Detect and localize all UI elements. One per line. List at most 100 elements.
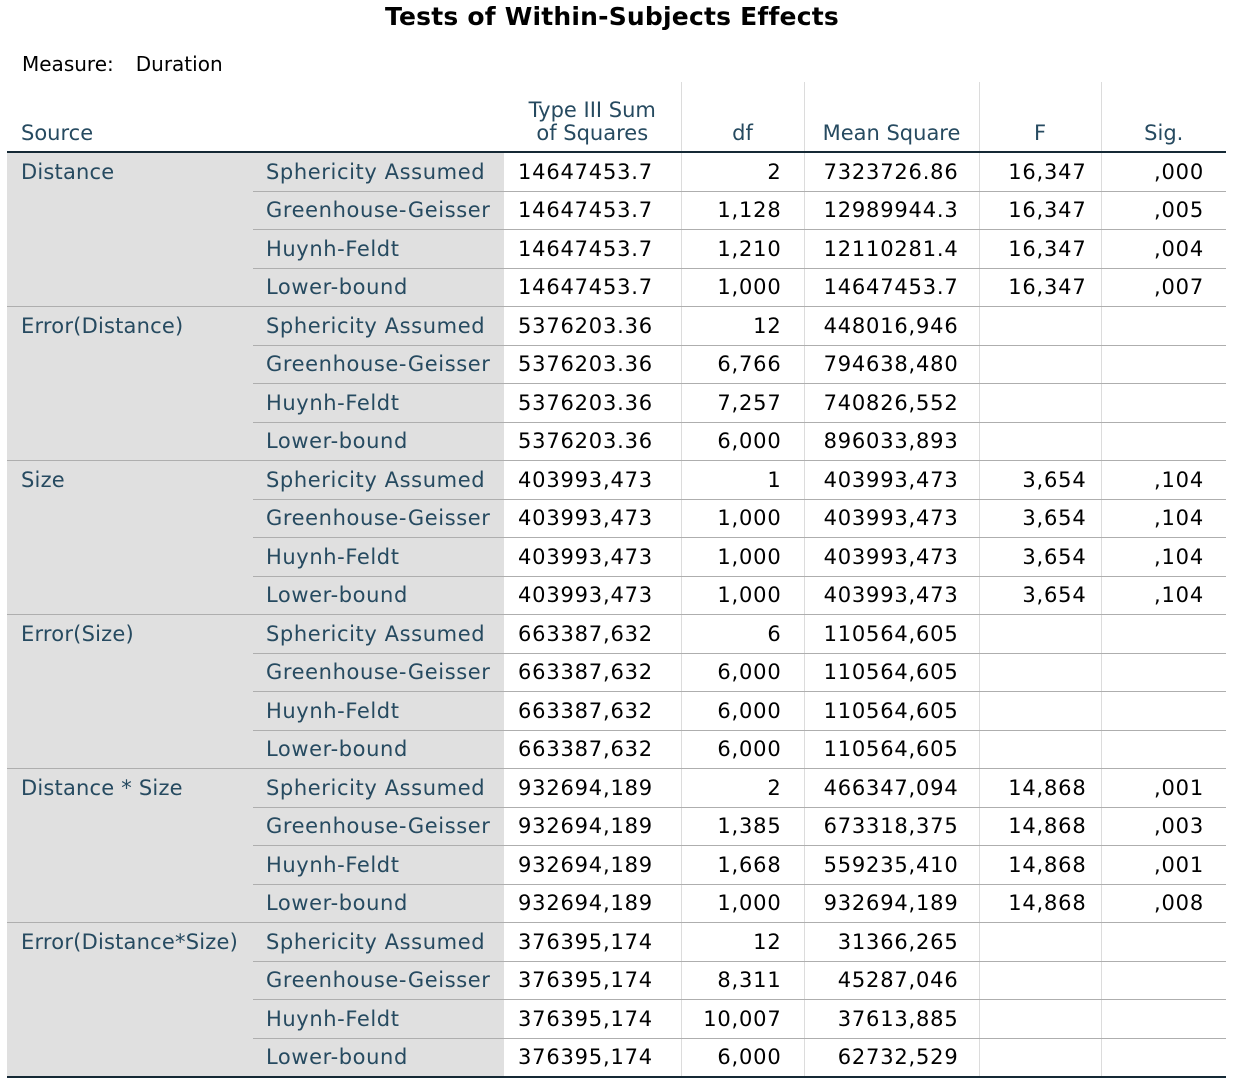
condition-cell: Greenhouse-Geisser (253, 653, 504, 692)
f-cell (979, 345, 1102, 384)
sig-cell (1101, 653, 1226, 692)
header-mean-square: Mean Square (804, 82, 980, 153)
header-source: Source (7, 82, 253, 153)
f-cell (979, 422, 1102, 461)
f-cell: 3,654 (979, 460, 1102, 500)
f-cell: 16,347 (979, 152, 1102, 192)
mean-square-cell: 448016,946 (804, 306, 980, 346)
sig-cell: ,104 (1101, 499, 1226, 538)
source-cell: Error(Distance*Size) (7, 922, 253, 1078)
f-cell (979, 653, 1102, 692)
mean-square-cell: 932694,189 (804, 884, 980, 923)
sig-cell (1101, 691, 1226, 731)
sum-of-squares-cell: 403993,473 (504, 576, 682, 615)
f-cell: 3,654 (979, 576, 1102, 615)
header-sum-of-squares: Type III Sum of Squares (504, 82, 682, 153)
table-row: Size Sphericity Assumed 403993,473 1 403993,… (7, 460, 1226, 615)
sig-cell: ,104 (1101, 576, 1226, 615)
condition-cell: Sphericity Assumed (253, 460, 504, 500)
mean-square-cell: 110564,605 (804, 653, 980, 692)
df-cell: 6,000 (681, 691, 805, 731)
f-cell (979, 306, 1102, 346)
table-row: Error(Distance*Size) Sphericity Assumed 37… (7, 922, 1226, 1078)
f-cell: 14,868 (979, 768, 1102, 808)
sig-cell (1101, 730, 1226, 769)
table-row: Distance Sphericity Assumed 14647453.7 2 732… (7, 152, 1226, 307)
sig-cell (1101, 999, 1226, 1039)
mean-square-cell: 14647453.7 (804, 268, 980, 307)
sig-cell: ,008 (1101, 884, 1226, 923)
within-subjects-effects-table: Source Type III Sum of Squares df Mean S… (7, 82, 1226, 1078)
df-cell: 6 (681, 614, 805, 654)
f-cell: 14,868 (979, 845, 1102, 885)
table-row: Lower-bound 932694,189 1,000 932694,189 14,8… (7, 884, 1226, 923)
sum-of-squares-cell: 5376203.36 (504, 306, 682, 346)
condition-cell: Huynh-Feldt (253, 229, 504, 269)
sum-of-squares-cell: 403993,473 (504, 499, 682, 538)
condition-cell: Sphericity Assumed (253, 152, 504, 192)
mean-square-cell: 403993,473 (804, 576, 980, 615)
sig-cell (1101, 306, 1226, 346)
table-row: Huynh-Feldt 14647453.7 1,210 12110281.4 16,3… (7, 229, 1226, 269)
table-row: Greenhouse-Geisser 14647453.7 1,128 1298994… (7, 191, 1226, 230)
condition-cell: Huynh-Feldt (253, 845, 504, 885)
mean-square-cell: 896033,893 (804, 422, 980, 461)
mean-square-cell: 110564,605 (804, 730, 980, 769)
mean-square-cell: 62732,529 (804, 1038, 980, 1078)
mean-square-cell: 403993,473 (804, 499, 980, 538)
source-cell: Distance (7, 152, 253, 307)
source-cell: Error(Size) (7, 614, 253, 769)
sum-of-squares-cell: 932694,189 (504, 807, 682, 846)
sum-of-squares-cell: 403993,473 (504, 537, 682, 577)
condition-cell: Lower-bound (253, 268, 504, 307)
sig-cell: ,003 (1101, 807, 1226, 846)
mean-square-cell: 12989944.3 (804, 191, 980, 230)
f-cell (979, 1038, 1102, 1078)
f-cell: 16,347 (979, 191, 1102, 230)
condition-cell: Greenhouse-Geisser (253, 191, 504, 230)
condition-cell: Greenhouse-Geisser (253, 499, 504, 538)
df-cell: 1,000 (681, 499, 805, 538)
df-cell: 1 (681, 460, 805, 500)
mean-square-cell: 12110281.4 (804, 229, 980, 269)
f-cell: 14,868 (979, 884, 1102, 923)
f-cell: 16,347 (979, 229, 1102, 269)
header-df: df (680, 82, 805, 153)
df-cell: 1,210 (681, 229, 805, 269)
df-cell: 8,311 (681, 961, 805, 1000)
sig-cell (1101, 345, 1226, 384)
sum-of-squares-cell: 663387,632 (504, 653, 682, 692)
sig-cell: ,001 (1101, 845, 1226, 885)
df-cell: 6,000 (681, 422, 805, 461)
table-row: Lower-bound 376395,174 6,000 62732,529 (7, 1038, 1226, 1078)
condition-cell: Huynh-Feldt (253, 691, 504, 731)
table-row: Error(Size) Sphericity Assumed 663387,632 6… (7, 614, 1226, 769)
measure-line: Measure: Duration (22, 52, 223, 76)
f-cell (979, 961, 1102, 1000)
sum-of-squares-cell: 14647453.7 (504, 268, 682, 307)
condition-cell: Sphericity Assumed (253, 306, 504, 346)
mean-square-cell: 37613,885 (804, 999, 980, 1039)
header-row: Source Type III Sum of Squares df Mean S… (7, 82, 1226, 153)
header-ss-line1: Type III Sum (528, 98, 656, 122)
condition-cell: Huynh-Feldt (253, 999, 504, 1039)
table-row: Greenhouse-Geisser 403993,473 1,000 403993,… (7, 499, 1226, 538)
sum-of-squares-cell: 932694,189 (504, 884, 682, 923)
f-cell (979, 691, 1102, 731)
header-f: F (979, 82, 1102, 153)
table-row: Lower-bound 14647453.7 1,000 14647453.7 16,3… (7, 268, 1226, 307)
f-cell (979, 383, 1102, 423)
source-cell: Size (7, 460, 253, 615)
table-row: Huynh-Feldt 403993,473 1,000 403993,473 3,65… (7, 537, 1226, 577)
condition-cell: Sphericity Assumed (253, 768, 504, 808)
f-cell (979, 999, 1102, 1039)
mean-square-cell: 110564,605 (804, 614, 980, 654)
sig-cell: ,104 (1101, 537, 1226, 577)
sum-of-squares-cell: 932694,189 (504, 845, 682, 885)
table-row: Huynh-Feldt 932694,189 1,668 559235,410 14,8… (7, 845, 1226, 885)
f-cell (979, 922, 1102, 962)
source-cell: Error(Distance) (7, 306, 253, 461)
table-row: Greenhouse-Geisser 376395,174 8,311 45287,0… (7, 961, 1226, 1000)
mean-square-cell: 7323726.86 (804, 152, 980, 192)
sig-cell (1101, 922, 1226, 962)
